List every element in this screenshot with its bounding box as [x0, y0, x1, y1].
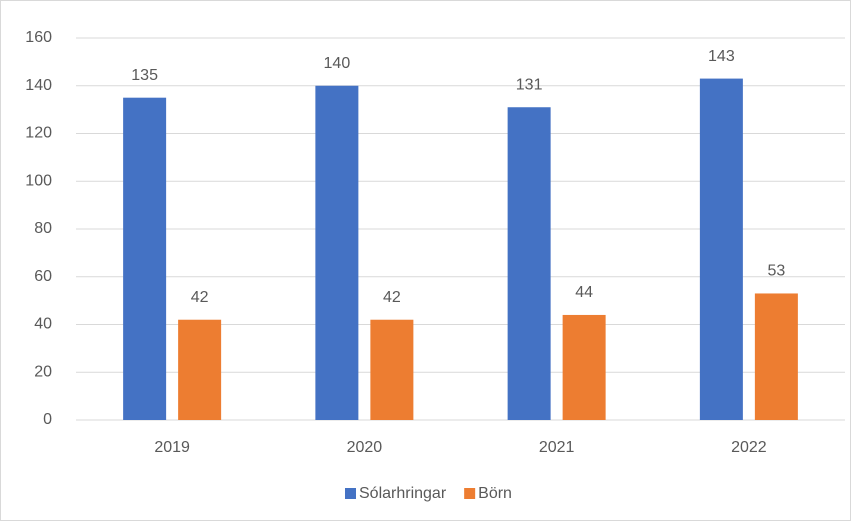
bar: [754, 293, 798, 420]
bar: [562, 314, 606, 420]
bar: [178, 319, 222, 420]
legend-label: Sólarhringar: [359, 485, 447, 502]
x-tick-label: 2019: [154, 439, 190, 456]
legend-swatch: [345, 488, 356, 499]
y-tick-label: 40: [34, 316, 52, 333]
bar: [370, 319, 414, 420]
data-label: 140: [324, 55, 351, 72]
data-label: 44: [575, 284, 593, 301]
y-tick-label: 20: [34, 363, 52, 380]
data-label: 42: [383, 289, 401, 306]
y-tick-label: 60: [34, 268, 52, 285]
bar: [699, 78, 743, 421]
data-label: 143: [708, 48, 735, 65]
x-tick-label: 2020: [347, 439, 383, 456]
data-label: 135: [131, 67, 158, 84]
bar: [507, 107, 551, 421]
x-tick-label: 2021: [539, 439, 575, 456]
data-label: 131: [516, 76, 543, 93]
x-tick-label: 2022: [731, 439, 767, 456]
legend-swatch: [464, 488, 476, 499]
data-label: 42: [191, 289, 209, 306]
data-label: 53: [767, 263, 785, 280]
y-tick-label: 120: [25, 125, 52, 142]
bar: [123, 97, 167, 420]
y-tick-label: 160: [25, 29, 52, 46]
y-tick-label: 0: [43, 411, 52, 428]
y-tick-label: 80: [34, 220, 52, 237]
y-tick-label: 100: [25, 172, 52, 189]
y-tick-label: 140: [25, 77, 52, 94]
bar: [315, 85, 359, 420]
legend-label: Börn: [478, 485, 512, 502]
